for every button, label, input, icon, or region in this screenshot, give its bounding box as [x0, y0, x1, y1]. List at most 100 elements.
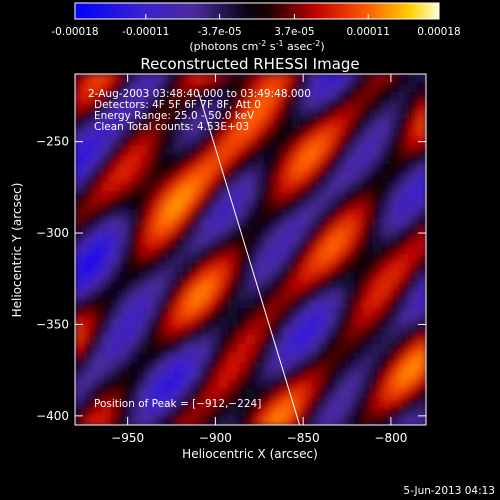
- heatmap-cell: [201, 389, 211, 399]
- heatmap-cell: [255, 245, 265, 255]
- heatmap-cell: [228, 245, 238, 255]
- heatmap-cell: [354, 92, 364, 102]
- heatmap-cell: [264, 272, 274, 282]
- heatmap-cell: [84, 398, 94, 408]
- heatmap-cell: [183, 362, 193, 372]
- heatmap-cell: [102, 326, 112, 336]
- heatmap-cell: [237, 308, 247, 318]
- heatmap-cell: [246, 209, 256, 219]
- heatmap-cell: [156, 281, 166, 291]
- heatmap-cell: [273, 407, 283, 417]
- heatmap-cell: [408, 92, 418, 102]
- heatmap-cell: [219, 92, 229, 102]
- heatmap-cell: [84, 155, 94, 165]
- heatmap-cell: [345, 398, 355, 408]
- heatmap-cell: [318, 407, 328, 417]
- heatmap-cell: [408, 281, 418, 291]
- heatmap-cell: [255, 83, 265, 93]
- heatmap-cell: [174, 209, 184, 219]
- heatmap-cell: [282, 227, 292, 237]
- heatmap-cell: [264, 281, 274, 291]
- heatmap-cell: [210, 146, 220, 156]
- heatmap-cell: [372, 362, 382, 372]
- heatmap-cell: [309, 83, 319, 93]
- heatmap-cell: [156, 353, 166, 363]
- heatmap-cell: [174, 164, 184, 174]
- heatmap-cell: [345, 218, 355, 228]
- heatmap-cell: [399, 110, 409, 120]
- heatmap-cell: [282, 416, 292, 425]
- heatmap-cell: [408, 254, 418, 264]
- colorbar: [75, 3, 439, 19]
- heatmap-cell: [327, 380, 337, 390]
- heatmap-cell: [210, 119, 220, 129]
- heatmap-cell: [183, 353, 193, 363]
- heatmap-cell: [372, 344, 382, 354]
- heatmap-cell: [336, 236, 346, 246]
- annotation-peak: Position of Peak = [−912,−224]: [94, 398, 261, 410]
- heatmap-cell: [75, 353, 85, 363]
- heatmap-cell: [156, 344, 166, 354]
- heatmap-cell: [165, 380, 175, 390]
- heatmap-cell: [210, 335, 220, 345]
- heatmap-cell: [291, 236, 301, 246]
- heatmap-cell: [111, 101, 121, 111]
- heatmap-cell: [318, 218, 328, 228]
- heatmap-cell: [165, 74, 175, 84]
- heatmap-cell: [219, 335, 229, 345]
- heatmap-cell: [219, 236, 229, 246]
- heatmap-cell: [111, 380, 121, 390]
- heatmap-cell: [408, 74, 418, 84]
- heatmap-cell: [372, 137, 382, 147]
- heatmap-cell: [309, 407, 319, 417]
- heatmap-cell: [273, 209, 283, 219]
- heatmap-cell: [390, 416, 400, 425]
- heatmap-cell: [138, 83, 148, 93]
- heatmap-cell: [255, 146, 265, 156]
- heatmap-cell: [201, 110, 211, 120]
- heatmap-cell: [309, 335, 319, 345]
- heatmap-cell: [219, 398, 229, 408]
- heatmap-cell: [318, 272, 328, 282]
- heatmap-cell: [264, 110, 274, 120]
- heatmap-cell: [417, 146, 426, 156]
- heatmap-cell: [201, 407, 211, 417]
- heatmap-cell: [111, 200, 121, 210]
- heatmap-cell: [399, 407, 409, 417]
- colorbar-tick-label: -0.00018: [51, 26, 98, 38]
- heatmap-cell: [84, 362, 94, 372]
- heatmap-cell: [138, 344, 148, 354]
- heatmap-cell: [255, 191, 265, 201]
- heatmap-cell: [93, 128, 103, 138]
- heatmap-cell: [399, 191, 409, 201]
- heatmap-cell: [354, 146, 364, 156]
- heatmap-cell: [120, 317, 130, 327]
- heatmap-cell: [417, 281, 426, 291]
- heatmap-cell: [390, 389, 400, 399]
- heatmap-cell: [111, 92, 121, 102]
- heatmap-cell: [345, 317, 355, 327]
- y-axis-label: Heliocentric Y (arcsec): [10, 183, 24, 318]
- heatmap-cell: [192, 380, 202, 390]
- heatmap-cell: [300, 119, 310, 129]
- heatmap-cell: [417, 290, 426, 300]
- heatmap-cell: [336, 398, 346, 408]
- heatmap-cell: [309, 155, 319, 165]
- heatmap-cell: [219, 407, 229, 417]
- heatmap-cell: [300, 173, 310, 183]
- heatmap-cell: [183, 146, 193, 156]
- heatmap-cell: [246, 272, 256, 282]
- heatmap-cell: [138, 164, 148, 174]
- heatmap-cell: [201, 416, 211, 425]
- heatmap-cell: [156, 191, 166, 201]
- heatmap-cell: [120, 272, 130, 282]
- heatmap-cell: [156, 83, 166, 93]
- heatmap-cell: [300, 308, 310, 318]
- heatmap-cell: [327, 236, 337, 246]
- heatmap-cell: [111, 164, 121, 174]
- heatmap-cell: [201, 92, 211, 102]
- heatmap-cell: [264, 344, 274, 354]
- heatmap-cell: [399, 335, 409, 345]
- heatmap-cell: [237, 119, 247, 129]
